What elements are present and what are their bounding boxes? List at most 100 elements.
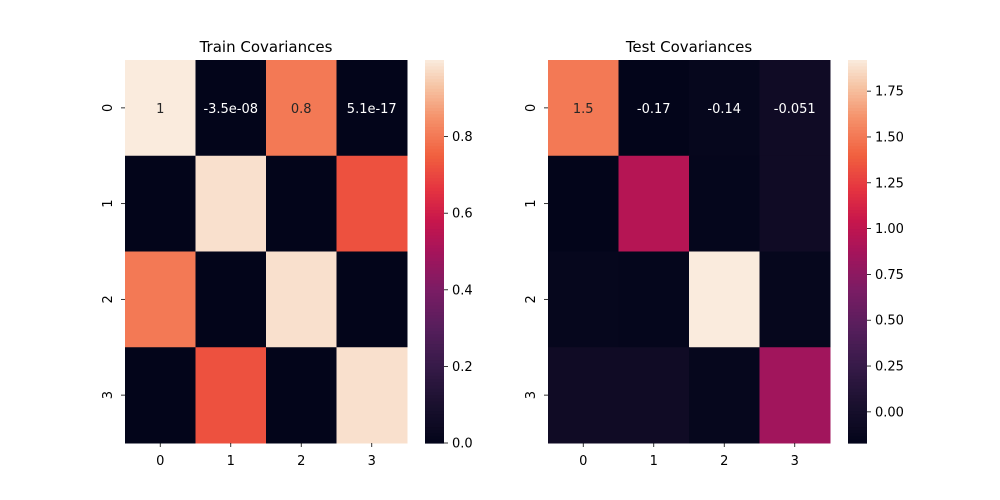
colorbar-segment <box>848 305 867 310</box>
colorbar-segment <box>425 136 444 141</box>
y-tick-label: 1 <box>101 199 116 207</box>
colorbar-segment <box>425 321 444 326</box>
colorbar-tick-label: 0.75 <box>875 268 904 283</box>
colorbar-segment <box>425 69 444 74</box>
colorbar-segment <box>425 273 444 278</box>
colorbar-segment <box>425 225 444 230</box>
colorbar-tick-label: 0.6 <box>452 207 473 222</box>
colorbar-segment <box>848 111 867 115</box>
colorbar-segment <box>425 187 444 192</box>
colorbar-segment <box>848 299 867 304</box>
colorbar-segment <box>848 158 867 163</box>
colorbar-segment <box>425 340 444 345</box>
colorbar-segment <box>848 292 867 297</box>
heatmap-cell <box>618 347 690 444</box>
colorbar-tick-label: 0.0 <box>452 437 473 452</box>
colorbar-segment <box>425 427 444 431</box>
colorbar-segment <box>425 149 444 154</box>
y-tick-label: 2 <box>101 295 116 303</box>
colorbar-segment <box>425 123 444 128</box>
chart-title: Test Covariances <box>625 38 753 56</box>
colorbar-segment <box>848 66 867 71</box>
colorbar-segment <box>425 436 444 441</box>
colorbar-segment <box>848 203 867 208</box>
colorbar-segment <box>425 111 444 115</box>
colorbar-tick-label: 0.00 <box>875 405 904 420</box>
colorbar-segment <box>848 277 867 281</box>
heatmap-cell <box>689 155 760 252</box>
colorbar-segment <box>848 130 867 135</box>
colorbar-segment <box>848 433 867 438</box>
colorbar-segment <box>848 273 867 278</box>
colorbar-segment <box>425 366 444 371</box>
colorbar-segment <box>848 324 867 329</box>
colorbar-segment <box>848 171 867 176</box>
colorbar-segment <box>848 337 867 342</box>
heatmap-panel-0: Train Covariances 1 -3.5e-08 0.8 5.1e-17 0 1 2 3… <box>101 38 473 469</box>
colorbar-segment <box>848 95 867 99</box>
colorbar-segment <box>848 155 867 160</box>
colorbar-segment <box>848 328 867 332</box>
heatmap-cell <box>618 251 690 348</box>
colorbar-segment <box>425 184 444 189</box>
cell-value-label: 0.8 <box>291 102 312 117</box>
colorbar-segment <box>848 366 867 371</box>
colorbar-segment <box>425 270 444 275</box>
colorbar-segment <box>848 197 867 202</box>
colorbar-segment <box>848 98 867 103</box>
colorbar-segment <box>848 340 867 345</box>
colorbar-tick-label: 1.75 <box>875 85 904 100</box>
colorbar-segment <box>425 95 444 99</box>
colorbar-segment <box>848 391 867 396</box>
heatmap-cell <box>759 347 831 444</box>
colorbar-segment <box>425 257 444 262</box>
cell-value-label: 5.1e-17 <box>347 102 397 117</box>
colorbar-segment <box>425 181 444 186</box>
colorbar-segment <box>848 257 867 262</box>
colorbar-segment <box>425 334 444 339</box>
colorbar-segment <box>848 238 867 243</box>
colorbar-segment <box>425 200 444 205</box>
colorbar-segment <box>425 216 444 221</box>
heatmap-cell <box>759 155 831 252</box>
x-tick-label: 1 <box>650 454 658 469</box>
colorbar-segment <box>848 321 867 326</box>
colorbar-segment <box>425 155 444 160</box>
colorbar-segment <box>425 363 444 367</box>
heatmap-cell <box>689 60 760 157</box>
colorbar-segment <box>425 66 444 71</box>
colorbar-segment <box>425 158 444 163</box>
heatmap-cell <box>266 60 337 157</box>
colorbar-tick-label: 1.25 <box>875 176 904 191</box>
colorbar-segment <box>425 75 444 80</box>
heatmap-cell <box>759 251 831 348</box>
colorbar-segment <box>425 331 444 336</box>
colorbar: 0.0 0.2 0.4 0.6 0.8 <box>425 60 473 452</box>
colorbar-segment <box>848 190 867 195</box>
colorbar-tick-label: 1.00 <box>875 222 904 237</box>
colorbar-segment <box>425 312 444 316</box>
colorbar-segment <box>425 277 444 281</box>
chart-title: Train Covariances <box>199 38 333 56</box>
colorbar-segment <box>848 123 867 128</box>
colorbar-segment <box>848 69 867 74</box>
colorbar-segment <box>848 398 867 403</box>
colorbar-segment <box>425 206 444 211</box>
colorbar-segment <box>848 104 867 109</box>
colorbar-segment <box>848 165 867 170</box>
colorbar-segment <box>848 91 867 96</box>
colorbar-segment <box>425 379 444 383</box>
colorbar-segment <box>425 130 444 135</box>
colorbar-segment <box>848 360 867 364</box>
colorbar-segment <box>848 85 867 90</box>
colorbar-segment <box>425 241 444 246</box>
colorbar-segment <box>848 404 867 409</box>
heatmap-cell <box>195 251 267 348</box>
colorbar-segment <box>425 117 444 122</box>
colorbar-segment <box>848 267 867 272</box>
heatmap-cell <box>336 155 408 252</box>
heatmap-cell <box>195 155 267 252</box>
heatmap-cell <box>618 155 690 252</box>
colorbar-segment <box>848 232 867 237</box>
y-tick-label: 1 <box>524 199 539 207</box>
